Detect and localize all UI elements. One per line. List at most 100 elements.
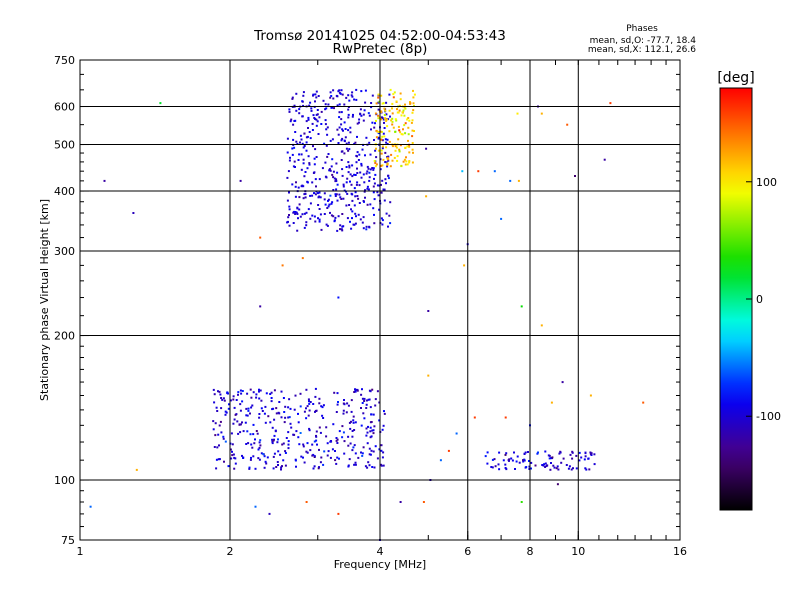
data-point — [387, 174, 390, 177]
data-point — [425, 147, 428, 150]
data-point — [289, 120, 292, 123]
data-point — [403, 106, 406, 109]
data-point — [294, 213, 297, 215]
data-point — [354, 463, 357, 466]
data-point — [589, 394, 592, 397]
data-point — [332, 423, 335, 426]
data-point — [362, 173, 365, 176]
data-point — [504, 467, 507, 469]
data-point — [491, 458, 494, 461]
data-point — [406, 145, 409, 148]
data-point — [332, 89, 335, 92]
data-point — [256, 432, 259, 435]
data-point — [399, 131, 402, 134]
data-point — [370, 106, 373, 109]
data-point — [327, 103, 330, 106]
data-point — [337, 296, 340, 299]
data-point — [343, 399, 345, 401]
data-point — [388, 93, 391, 96]
data-point — [266, 456, 269, 459]
data-point — [259, 389, 262, 392]
data-point — [370, 449, 373, 452]
data-point — [215, 467, 218, 470]
data-point — [282, 459, 285, 462]
data-point — [320, 456, 323, 459]
data-point — [277, 450, 280, 453]
data-point — [366, 165, 369, 168]
data-point — [372, 450, 375, 453]
data-point — [530, 461, 533, 464]
data-point — [342, 197, 345, 200]
data-point — [404, 163, 407, 166]
data-point — [350, 208, 352, 211]
data-point — [264, 460, 267, 463]
data-point — [371, 94, 374, 97]
data-point — [311, 214, 314, 217]
data-point — [411, 148, 414, 151]
data-point — [226, 391, 229, 394]
data-point — [284, 452, 287, 454]
data-point — [263, 412, 266, 415]
data-point — [411, 161, 414, 164]
data-point — [288, 398, 291, 401]
data-point — [398, 150, 401, 153]
data-point — [308, 163, 311, 166]
data-point — [289, 422, 292, 425]
data-point — [351, 435, 354, 438]
data-point — [367, 167, 370, 170]
data-point — [323, 450, 326, 453]
data-point — [329, 139, 332, 142]
data-point — [325, 107, 328, 110]
data-point — [302, 94, 305, 97]
data-point — [282, 397, 285, 399]
data-point — [352, 415, 355, 418]
data-point — [354, 388, 357, 391]
data-point — [335, 193, 338, 196]
data-point — [412, 102, 415, 105]
data-point — [313, 455, 316, 458]
data-point — [274, 430, 277, 433]
data-point — [213, 446, 216, 448]
data-point — [318, 397, 321, 400]
data-point — [348, 99, 351, 102]
data-point — [536, 452, 539, 455]
data-point — [314, 220, 317, 223]
data-point — [308, 400, 310, 403]
data-point — [407, 126, 410, 129]
data-point — [313, 163, 316, 166]
data-point — [368, 225, 371, 228]
data-point — [380, 138, 383, 141]
data-point — [386, 162, 389, 165]
data-point — [249, 412, 251, 415]
data-point — [361, 454, 364, 457]
data-point — [381, 139, 384, 142]
data-point — [323, 192, 326, 195]
data-point — [295, 109, 298, 112]
data-point — [397, 138, 400, 141]
data-point — [332, 170, 335, 173]
data-point — [239, 409, 242, 412]
data-point — [349, 427, 352, 430]
data-point — [322, 99, 325, 102]
data-point — [369, 153, 372, 156]
data-point — [234, 462, 237, 465]
data-point — [311, 443, 314, 446]
data-point — [291, 153, 294, 156]
data-point — [588, 468, 591, 471]
data-point — [276, 461, 279, 463]
data-point — [298, 112, 301, 115]
data-point — [288, 208, 291, 211]
data-point — [333, 220, 336, 223]
data-point — [305, 221, 308, 224]
data-point — [385, 161, 388, 164]
data-point — [348, 164, 351, 167]
data-point — [223, 399, 226, 402]
data-point — [318, 426, 321, 429]
data-point — [259, 236, 262, 239]
data-point — [382, 118, 385, 121]
data-point — [642, 401, 645, 404]
data-point — [257, 448, 260, 451]
data-point — [329, 169, 332, 172]
data-point — [271, 426, 274, 429]
data-point — [326, 126, 329, 129]
